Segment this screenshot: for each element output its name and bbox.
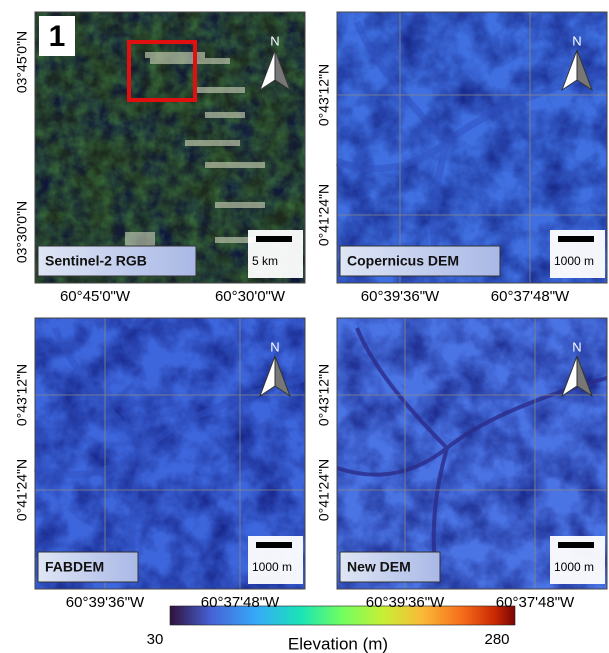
scale-bar [558,542,594,548]
latitude-label: 0°43'12"N [316,364,332,426]
scale-bar [558,236,594,242]
panel-label: Copernicus DEM [347,253,459,269]
longitude-label: 60°39'36"W [366,594,445,611]
longitude-label: 60°30'0"W [215,288,286,305]
colorbar-max: 280 [484,631,509,648]
longitude-label: 60°45'0"W [60,288,131,305]
scale-bar [256,542,292,548]
map-panel: N 1000 m New DEM [337,318,607,589]
clearing [195,87,245,93]
longitude-label: 60°39'36"W [361,288,440,305]
latitude-label: 0°43'12"N [14,364,30,426]
longitude-label: 60°37'48"W [496,594,575,611]
panel-badge: 1 [49,20,66,53]
scale-label: 1000 m [252,560,292,574]
clearing [185,140,240,146]
scale-bar [256,236,292,242]
figure: 30 Elevation (m) 280 N 5 km Sentinel-2 RGB… [0,0,609,653]
north-label: N [572,339,581,354]
scale-label: 5 km [252,254,278,268]
panel-label: New DEM [347,559,411,575]
map-panel: N 5 km Sentinel-2 RGB 1 [35,12,305,283]
map-panel: N 1000 m FABDEM [35,318,305,589]
clearing [205,112,245,118]
scale-label: 1000 m [554,254,594,268]
scale-label: 1000 m [554,560,594,574]
north-label: N [270,339,279,354]
longitude-label: 60°37'48"W [491,288,570,305]
panel-label: FABDEM [45,559,104,575]
panel-label: Sentinel-2 RGB [45,253,147,269]
latitude-label: 0°41'24"N [316,184,332,246]
latitude-label: 0°41'24"N [14,459,30,521]
colorbar-min: 30 [147,631,164,648]
longitude-label: 60°39'36"W [66,594,145,611]
north-label: N [270,33,279,48]
clearing [215,202,265,208]
latitude-label: 0°43'12"N [316,64,332,126]
north-label: N [572,33,581,48]
longitude-label: 60°37'48"W [201,594,280,611]
map-panel: N 1000 m Copernicus DEM [337,12,607,283]
latitude-label: 0°41'24"N [316,459,332,521]
clearing [150,58,230,64]
latitude-label: 03°45'0"N [14,31,30,93]
colorbar-title: Elevation (m) [288,634,388,653]
clearing [205,162,265,168]
latitude-label: 03°30'0"N [14,201,30,263]
